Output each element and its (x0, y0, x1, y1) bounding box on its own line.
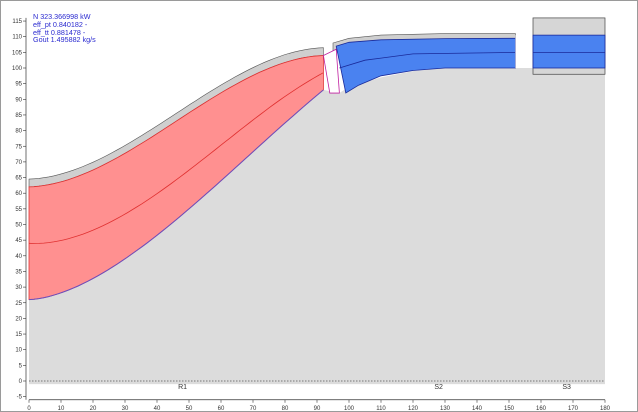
eff-tt-readout: eff_tt 0.881478 - (33, 27, 86, 37)
x-tick-label: 140 (472, 406, 483, 411)
stator-passage[interactable] (335, 37, 516, 94)
mass-flow-readout: Gout 1.495882 kg/s (33, 35, 96, 45)
y-tick-label: 35 (15, 269, 22, 275)
region-label-r1: R1 (178, 384, 187, 391)
y-tick-label: 0 (19, 379, 23, 385)
y-tick-label: 85 (15, 113, 22, 119)
x-tick-label: 80 (282, 406, 289, 411)
stage-gap (515, 35, 533, 68)
hub-body (29, 68, 605, 385)
y-tick-label: 15 (15, 332, 22, 338)
y-tick-label: 25 (15, 301, 22, 307)
rotor-midline (28, 72, 324, 244)
region-labels: R1 S2 S3 (178, 384, 571, 391)
y-tick-label: 80 (15, 129, 22, 135)
y-tick-label: 105 (12, 50, 23, 56)
y-tick-label: -5 (17, 395, 23, 401)
x-tick-label: 50 (186, 406, 193, 411)
stator-channel-s3[interactable] (532, 17, 606, 75)
x-tick-label: 180 (600, 406, 611, 411)
y-tick-label: 30 (15, 285, 22, 291)
hub-region (29, 68, 605, 385)
x-tick-label: 20 (90, 406, 97, 411)
region-label-s2: S2 (434, 384, 443, 391)
y-tick-label: 65 (15, 176, 22, 182)
x-tick-label: 170 (568, 406, 579, 411)
eff-pt-readout: eff_pt 0.840182 - (33, 19, 88, 29)
y-tick-label: 70 (15, 160, 22, 166)
y-tick-label: 100 (12, 66, 23, 72)
x-tick-label: 70 (250, 406, 257, 411)
rotor-channel-r1[interactable] (28, 48, 340, 301)
x-tick-label: 90 (314, 406, 321, 411)
y-tick-label: 40 (15, 254, 22, 260)
x-tick-label: 60 (218, 406, 225, 411)
y-tick-label: 115 (12, 19, 22, 25)
y-tick-label: 45 (15, 238, 22, 244)
x-tick-label: 30 (122, 406, 129, 411)
x-tick-label: 0 (27, 406, 31, 411)
y-tick-label: 60 (15, 191, 22, 197)
rotor-outlet-gap (322, 48, 340, 94)
x-tick-label: 120 (408, 406, 419, 411)
stator-midline (339, 52, 516, 69)
x-tick-label: 10 (58, 406, 65, 411)
stator-channel-s2[interactable] (335, 35, 533, 94)
y-tick-label: 5 (19, 363, 23, 369)
y-tick-label: 95 (15, 82, 22, 88)
x-tick-label: 150 (504, 406, 515, 411)
y-tick-label: 110 (12, 35, 22, 41)
y-tick-label: 75 (15, 144, 22, 150)
y-tick-label: 55 (15, 207, 22, 213)
x-tick-label: 110 (376, 406, 386, 411)
y-tick-label: 10 (15, 348, 22, 354)
x-tick-label: 40 (154, 406, 161, 411)
power-readout: N 323.366998 kW (33, 12, 91, 21)
rotor-hub-line (28, 89, 324, 301)
x-tick-label: 160 (536, 406, 547, 411)
y-tick-label: 90 (15, 97, 22, 103)
s3-passage[interactable] (532, 34, 606, 69)
x-tick-label: 100 (344, 406, 355, 411)
y-tick-label: 20 (15, 316, 22, 322)
y-tick-label: 50 (15, 223, 22, 229)
region-label-s3: S3 (562, 384, 571, 391)
axes: 0 10 20 30 40 50 60 70 80 90 100 110 120 130 140 150 160… (12, 17, 611, 411)
x-tick-label: 130 (440, 406, 451, 411)
